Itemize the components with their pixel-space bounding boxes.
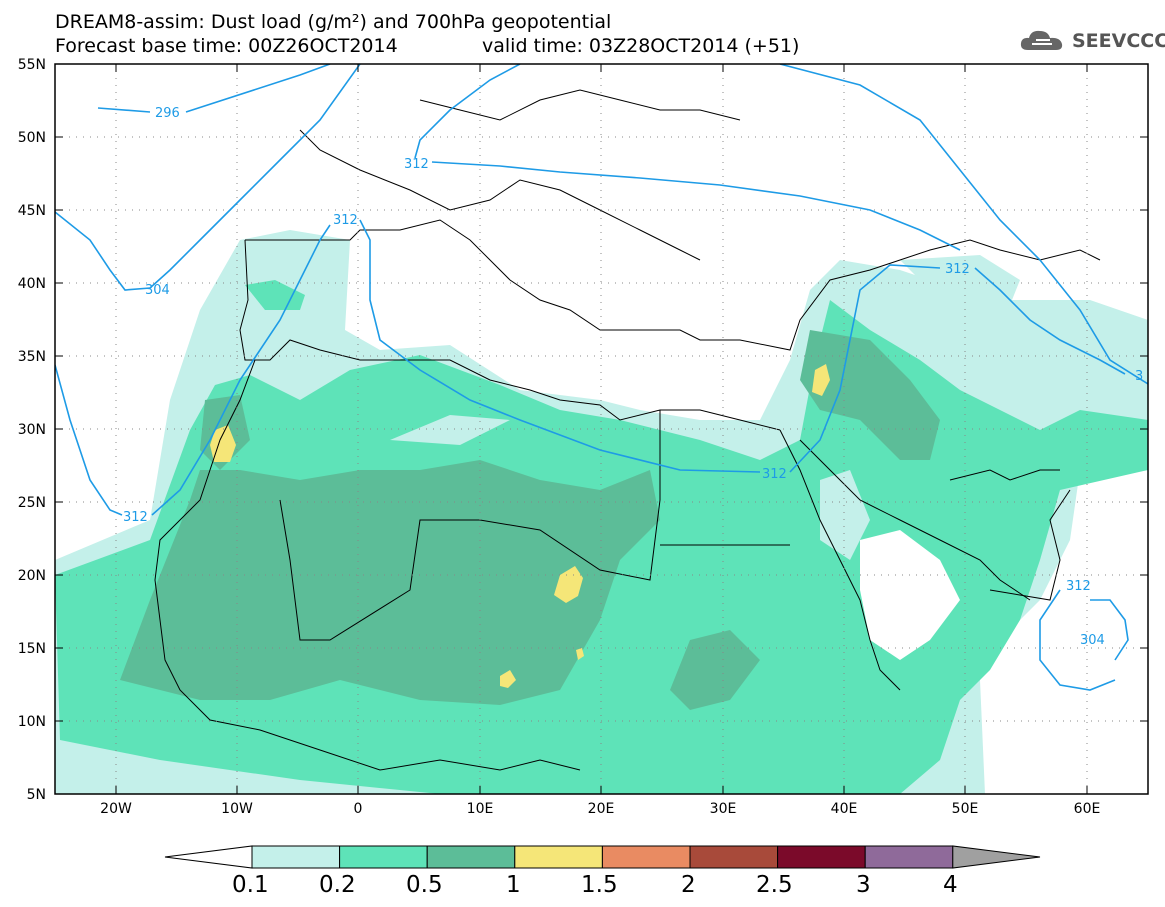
lat-label-35n: 35N	[18, 349, 46, 365]
colorbar-swatch	[689, 845, 779, 869]
dust-level-yellow	[210, 425, 236, 462]
graticule	[55, 64, 1148, 794]
lat-label-5n: 5N	[27, 787, 46, 803]
colorbar-swatch	[514, 845, 603, 869]
lat-label-45n: 45N	[18, 203, 46, 219]
colorbar-label: 0.1	[232, 872, 269, 898]
contour-label-296: 296	[155, 106, 180, 121]
colorbar-label: 1	[506, 872, 521, 898]
colorbar-swatch-over	[952, 845, 1041, 869]
valid-time: valid time: 03Z28OCT2014 (+51)	[482, 35, 800, 57]
coastlines	[154, 89, 1101, 771]
colorbar-swatch-under	[164, 845, 253, 869]
lat-label-50n: 50N	[18, 130, 46, 146]
lat-label-25n: 25N	[18, 495, 46, 511]
contour-label-304: 304	[1080, 633, 1105, 648]
lon-label-10e: 10E	[467, 801, 494, 817]
colorbar-label: 4	[943, 872, 958, 898]
map-title: DREAM8-assim: Dust load (g/m²) and 700hP…	[55, 11, 612, 33]
lon-label-20e: 20E	[588, 801, 615, 817]
colorbar-label: 0.2	[319, 872, 356, 898]
geopotential-contours	[55, 64, 1148, 691]
lat-label-30n: 30N	[18, 422, 46, 438]
colorbar-label: 2	[681, 872, 696, 898]
lat-label-15n: 15N	[18, 641, 46, 657]
dust-level-dark	[120, 460, 660, 705]
colorbar-label: 2.5	[756, 872, 793, 898]
contour-label-304: 304	[145, 283, 170, 298]
contour-label-3: 3	[1135, 369, 1143, 384]
forecast-base-time: Forecast base time: 00Z26OCT2014	[55, 35, 398, 57]
seevccc-logo: SEEVCCC	[1072, 30, 1165, 52]
contour-label-312: 312	[762, 467, 787, 482]
colorbar-swatch	[251, 845, 341, 869]
contour-label-312: 312	[404, 157, 429, 172]
contour-label-312: 312	[123, 510, 148, 525]
lon-label-20w: 20W	[100, 801, 132, 817]
lat-label-55n: 55N	[18, 57, 46, 73]
cloud-logo-icon	[1020, 30, 1063, 50]
colorbar-label: 1.5	[581, 872, 618, 898]
contour-label-312: 312	[333, 213, 358, 228]
contour-label-312: 312	[945, 262, 970, 277]
lat-label-40n: 40N	[18, 276, 46, 292]
lon-label-0: 0	[354, 801, 363, 817]
lon-label-10w: 10W	[221, 801, 253, 817]
colorbar-swatch	[426, 845, 516, 869]
lon-label-50e: 50E	[952, 801, 979, 817]
colorbar-swatch	[864, 845, 954, 869]
axis-ticks	[55, 64, 1148, 794]
lon-label-40e: 40E	[831, 801, 858, 817]
colorbar-label: 0.5	[406, 872, 443, 898]
colorbar-swatch	[601, 845, 691, 869]
lon-label-30e: 30E	[710, 801, 737, 817]
colorbar-swatch	[339, 845, 428, 869]
colorbar-swatch	[777, 845, 866, 869]
lon-label-60e: 60E	[1074, 801, 1101, 817]
lat-label-10n: 10N	[18, 714, 46, 730]
lat-label-20n: 20N	[18, 568, 46, 584]
colorbar	[164, 845, 1041, 869]
colorbar-label: 3	[856, 872, 871, 898]
contour-label-312: 312	[1066, 579, 1091, 594]
